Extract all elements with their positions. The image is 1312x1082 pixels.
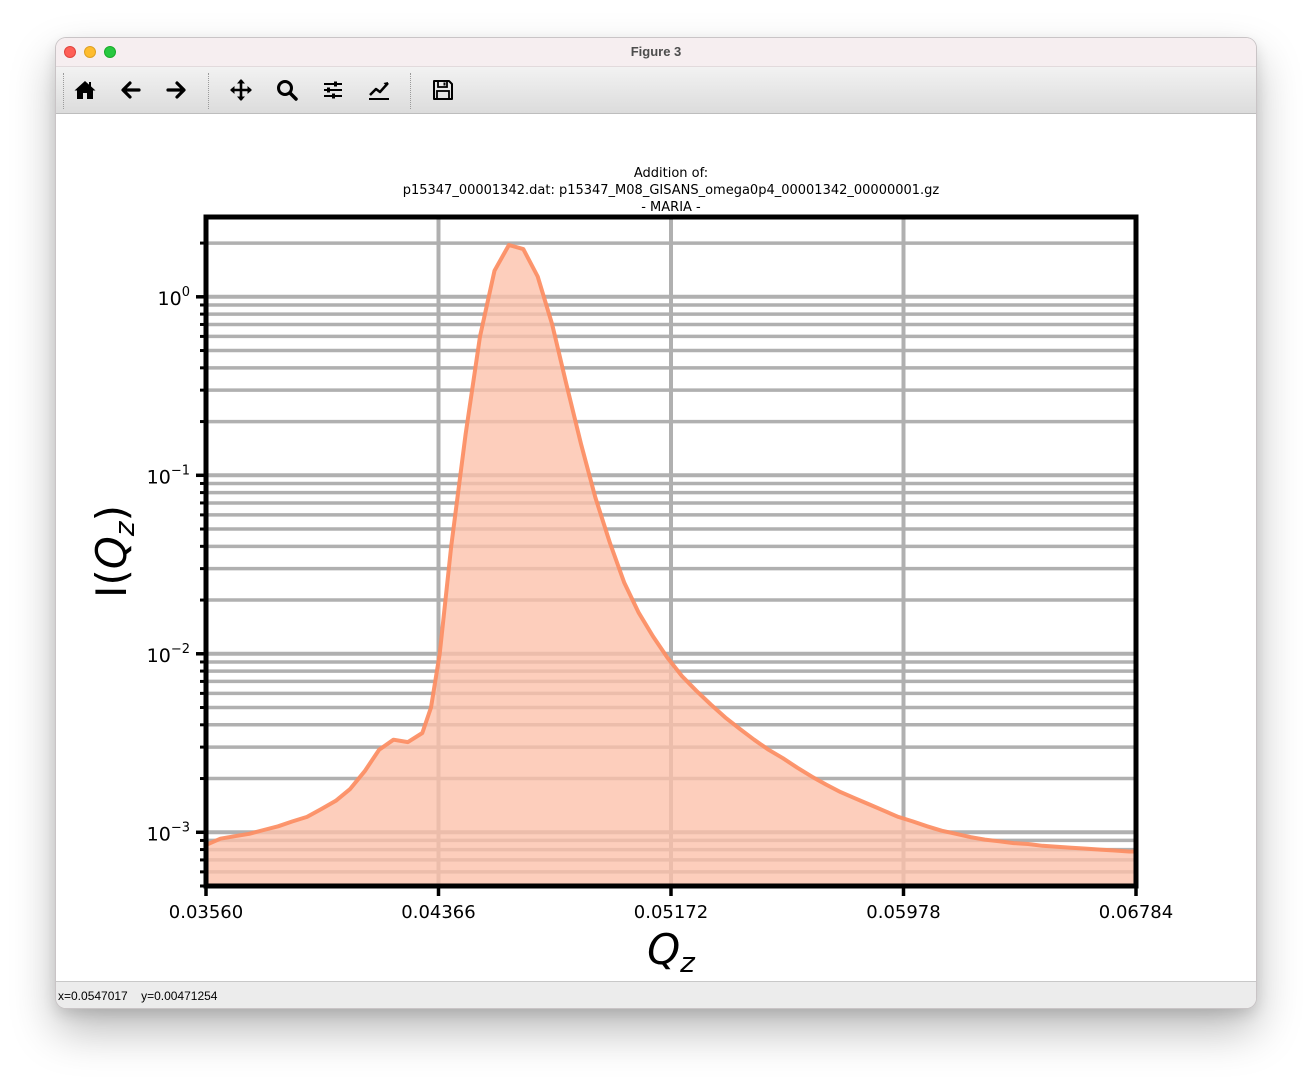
status-bar: x=0.0547017 y=0.00471254 (56, 981, 1256, 1008)
x-tick-label: 0.03560 (169, 902, 243, 923)
toolbar-separator (208, 73, 209, 109)
forward-button[interactable] (161, 76, 191, 104)
close-window-button[interactable] (64, 46, 76, 58)
zoom-window-button[interactable] (104, 46, 116, 58)
chart-title: Addition of: p15347_00001342.dat: p15347_… (403, 166, 940, 215)
y-tick-label: 10−2 (147, 642, 190, 667)
axis-labels: Qz I(Qz) (87, 505, 696, 979)
arrow-left-icon (121, 81, 141, 99)
x-tick-label: 0.05978 (866, 902, 940, 923)
series-line (205, 243, 1135, 854)
qz-intensity-chart[interactable]: Addition of: p15347_00001342.dat: p15347_… (56, 114, 1256, 980)
line-chart-icon (369, 82, 389, 100)
sliders-icon (324, 81, 342, 99)
series-area-fill (206, 245, 1135, 886)
save-button[interactable] (428, 76, 458, 104)
zoom-button[interactable] (272, 76, 302, 104)
subplots-button[interactable] (318, 76, 348, 104)
y-tick-label: 100 (158, 285, 190, 310)
chart-title-line: - MARIA - (641, 200, 701, 215)
toolbar-separator (63, 73, 64, 109)
y-tick-label: 10−1 (147, 463, 190, 488)
home-button[interactable] (70, 76, 100, 104)
series-layer (205, 243, 1135, 886)
y-axis-label: I(Qz) (87, 505, 141, 598)
chart-title-line: Addition of: (634, 166, 708, 181)
y-tick-label: 10−3 (147, 820, 190, 845)
x-axis-label: Qz (647, 925, 696, 979)
figure-window: Figure 3 (56, 38, 1256, 1008)
minimize-window-button[interactable] (84, 46, 96, 58)
toolbar-separator (410, 73, 411, 109)
x-tick-label: 0.04366 (401, 902, 475, 923)
back-button[interactable] (116, 76, 146, 104)
cursor-coordinates: x=0.0547017 y=0.00471254 (58, 989, 218, 1003)
chart-title-line: p15347_00001342.dat: p15347_M08_GISANS_o… (403, 183, 940, 198)
move-icon (230, 79, 252, 101)
axis-ticks: 0.03560 0.04366 0.05172 0.05978 0.06784 10−3 1… (147, 241, 1173, 923)
title-bar[interactable]: Figure 3 (56, 38, 1256, 67)
window-title: Figure 3 (630, 44, 682, 59)
arrow-right-icon (166, 81, 186, 99)
x-tick-label: 0.06784 (1099, 902, 1173, 923)
floppy-disk-icon (433, 80, 453, 100)
navigation-toolbar (56, 67, 1256, 114)
home-icon (74, 81, 96, 99)
axes-button[interactable] (364, 76, 394, 104)
magnifier-icon (277, 80, 298, 101)
figure-canvas[interactable]: Addition of: p15347_00001342.dat: p15347_… (56, 114, 1256, 980)
x-tick-label: 0.05172 (634, 902, 708, 923)
pan-button[interactable] (226, 76, 256, 104)
